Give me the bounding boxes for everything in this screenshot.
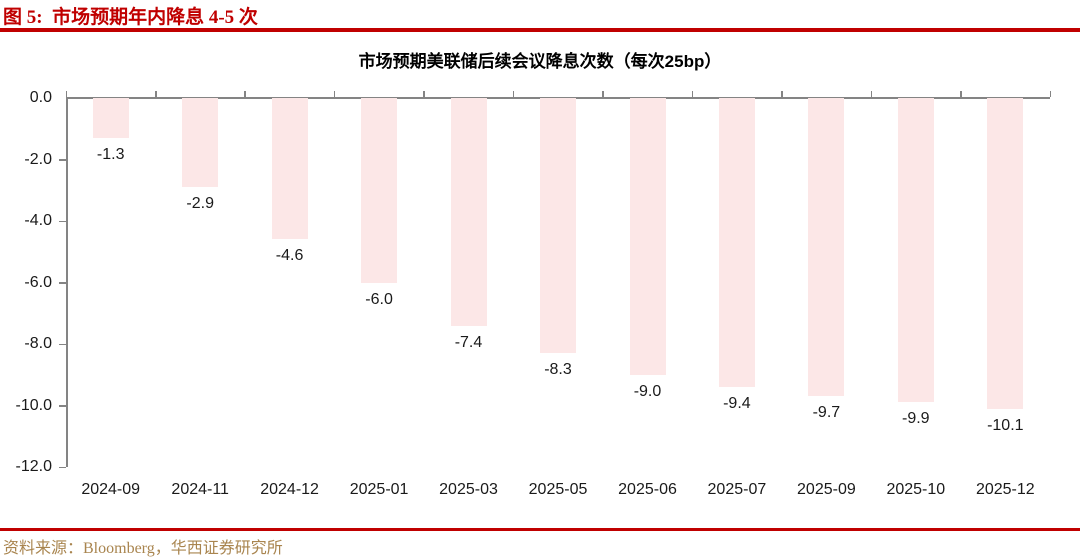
y-axis-tick bbox=[59, 220, 66, 222]
bar-value-label: -9.9 bbox=[902, 410, 930, 428]
y-axis-tick bbox=[59, 282, 66, 284]
y-axis-tick bbox=[59, 343, 66, 345]
y-axis-tick bbox=[59, 405, 66, 407]
bar-value-label: -6.0 bbox=[365, 290, 393, 308]
bar bbox=[718, 98, 755, 388]
y-axis-tick-label: -6.0 bbox=[24, 273, 52, 291]
bar-value-label: -9.0 bbox=[633, 382, 662, 400]
y-axis-tick-label: -12.0 bbox=[15, 458, 52, 475]
x-axis-tick bbox=[602, 91, 604, 97]
bar-value-label: -1.3 bbox=[96, 146, 125, 163]
x-axis-category-label: 2024-11 bbox=[171, 481, 229, 498]
x-axis-category-label: 2025-07 bbox=[707, 481, 767, 498]
x-axis-zero-line bbox=[66, 97, 1050, 99]
y-axis-tick bbox=[59, 159, 66, 161]
x-axis-tick bbox=[691, 91, 694, 97]
bar-value-label: -2.9 bbox=[186, 195, 214, 213]
chart-title: 市场预期美联储后续会议降息次数（每次25bp） bbox=[358, 52, 722, 71]
bar-value-label: -7.4 bbox=[454, 333, 483, 351]
bar bbox=[629, 98, 666, 375]
x-axis-category-label: 2024-09 bbox=[81, 481, 141, 498]
y-axis-tick bbox=[59, 466, 66, 468]
x-axis-tick bbox=[870, 91, 873, 97]
y-axis-tick-label: -4.0 bbox=[24, 212, 52, 229]
y-axis-line bbox=[66, 97, 68, 467]
bar-value-label: -4.6 bbox=[275, 247, 304, 265]
figure-title: 图 5: 市场预期年内降息 4-5 次 bbox=[3, 7, 258, 28]
bar bbox=[540, 98, 576, 354]
bar bbox=[271, 98, 308, 240]
bar bbox=[808, 98, 845, 397]
x-axis-category-label: 2025-03 bbox=[439, 481, 498, 498]
x-axis-tick bbox=[65, 91, 67, 97]
x-axis-tick bbox=[333, 91, 336, 97]
x-axis-category-label: 2025-12 bbox=[975, 481, 1035, 498]
x-axis-tick bbox=[244, 91, 246, 97]
bar bbox=[92, 98, 129, 138]
bar-value-label: -8.3 bbox=[544, 361, 572, 379]
top-divider-line bbox=[0, 28, 1080, 32]
x-axis-category-label: 2025-10 bbox=[886, 481, 946, 498]
bar bbox=[897, 98, 934, 403]
x-axis-tick bbox=[960, 91, 962, 97]
y-axis-tick-label: -8.0 bbox=[24, 335, 52, 352]
source-note: 资料来源：Bloomberg，华西证券研究所 bbox=[3, 540, 283, 557]
x-axis-category-label: 2025-06 bbox=[618, 481, 677, 498]
bottom-divider-line bbox=[0, 528, 1080, 531]
x-axis-tick bbox=[1049, 91, 1051, 97]
bar-value-label: -9.7 bbox=[812, 404, 841, 422]
x-axis-category-label: 2025-01 bbox=[349, 481, 409, 498]
y-axis-tick-label: -2.0 bbox=[24, 150, 52, 168]
x-axis-tick bbox=[512, 91, 515, 97]
bar-value-label: -10.1 bbox=[987, 416, 1024, 434]
bar bbox=[450, 98, 487, 326]
x-axis-tick bbox=[423, 91, 425, 97]
x-axis-category-label: 2025-09 bbox=[797, 481, 856, 498]
bar-value-label: -9.4 bbox=[723, 395, 751, 413]
x-axis-tick bbox=[781, 91, 783, 97]
x-axis-category-label: 2024-12 bbox=[260, 481, 319, 498]
x-axis-tick bbox=[155, 91, 157, 97]
bar bbox=[987, 98, 1024, 409]
x-axis-category-label: 2025-05 bbox=[528, 481, 588, 498]
y-axis-tick-label: -10.0 bbox=[15, 396, 52, 414]
bar bbox=[361, 98, 398, 283]
y-axis-tick-label: 0.0 bbox=[29, 89, 52, 106]
bar bbox=[182, 98, 219, 188]
